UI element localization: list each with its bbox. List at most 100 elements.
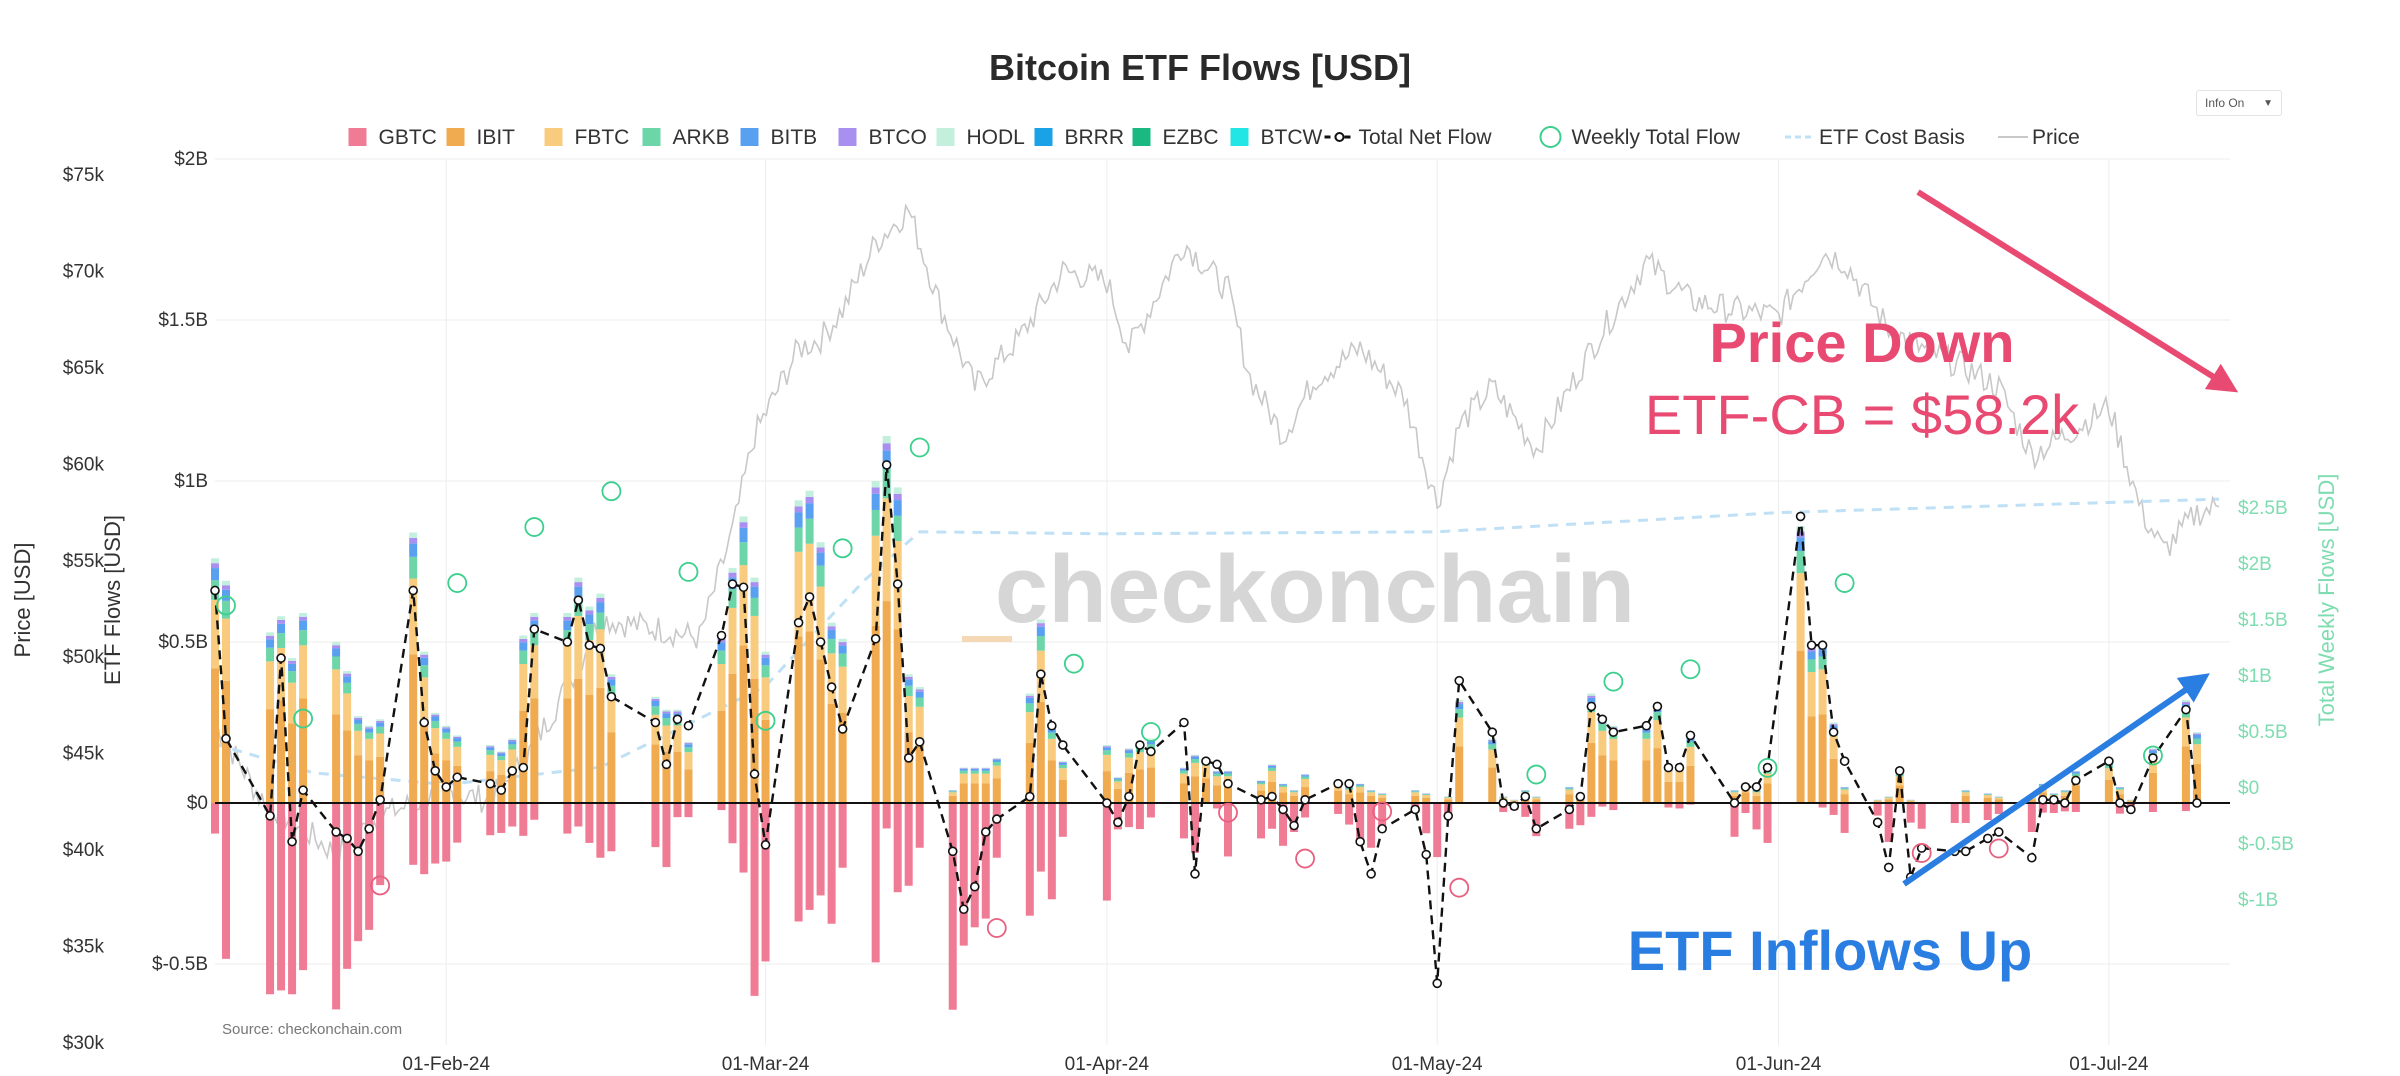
net-flow-point <box>1883 862 1894 873</box>
bar-fbtc <box>1961 792 1970 796</box>
bar-btco <box>497 752 506 754</box>
legend-swatch <box>446 128 465 146</box>
legend-swatch <box>1230 128 1249 146</box>
net-flow-point <box>804 592 815 602</box>
bar-fbtc <box>794 551 803 637</box>
bar-2024-03-11 <box>871 481 880 963</box>
bar-2024-04-08 <box>1179 767 1188 839</box>
net-flow-point <box>353 846 363 857</box>
bar-hodl <box>530 613 539 617</box>
bar-btco <box>673 711 682 714</box>
bar-arkb <box>1983 794 1992 795</box>
bar-2024-04-15 <box>1257 780 1266 839</box>
net-flow-point <box>1113 817 1123 828</box>
bar-hodl <box>376 719 385 721</box>
net-flow-point <box>738 582 749 593</box>
bar-gbtc <box>728 803 737 844</box>
net-flow-point <box>870 633 881 644</box>
bar-hodl <box>2148 748 2157 750</box>
bar-hodl <box>607 674 616 677</box>
bar-bitb <box>739 527 748 543</box>
bar-arkb <box>717 650 726 665</box>
bar-btco <box>1025 695 1034 698</box>
price-down-arrow <box>1916 189 2239 393</box>
bar-btco <box>882 443 891 451</box>
bar-gbtc <box>981 803 990 919</box>
bar-ibit <box>1179 783 1188 803</box>
bar-ibit <box>1036 702 1045 803</box>
bar-bitb <box>1367 790 1376 792</box>
bar-gbtc <box>1334 803 1343 814</box>
net-flow-point <box>265 811 275 821</box>
info-toggle-label: Info On <box>2205 96 2245 110</box>
bar-2024-03-06 <box>816 542 825 896</box>
bar-hodl <box>2181 699 2190 703</box>
bar-2024-05-16 <box>1598 716 1607 807</box>
bar-btco <box>2192 733 2201 735</box>
bar-fbtc <box>1190 762 1199 777</box>
bar-gbtc <box>1146 803 1155 818</box>
bar-btco <box>1224 771 1233 773</box>
bar-2024-02-20 <box>651 696 660 848</box>
bar-fbtc <box>1058 768 1067 780</box>
bar-btco <box>585 610 594 615</box>
net-flow-point <box>1817 640 1828 651</box>
bar-bitb <box>827 629 836 639</box>
bar-ibit <box>981 783 990 803</box>
info-toggle-button[interactable]: Info On ▼ <box>2196 90 2282 116</box>
bar-hodl <box>508 738 517 740</box>
source-note: Source: checkonchain.com <box>222 1021 402 1038</box>
net-flow-point <box>1894 765 1905 776</box>
bar-gbtc <box>332 803 341 1010</box>
net-flow-point <box>672 714 683 725</box>
bar-gbtc <box>1609 803 1618 811</box>
bar-arkb <box>1102 750 1111 755</box>
legend-swatch <box>348 128 367 146</box>
bar-2024-03-12 <box>882 435 891 829</box>
bar-fbtc <box>1257 784 1266 791</box>
bar-2024-02-26 <box>717 635 726 811</box>
bar-gbtc <box>2038 803 2047 813</box>
x-tick-label: 01-Apr-24 <box>1065 1054 1150 1075</box>
bar-bitb <box>1290 790 1299 792</box>
bar-hodl <box>1224 770 1233 772</box>
bar-bitb <box>266 639 275 648</box>
bar-gbtc <box>409 803 418 865</box>
net-flow-point <box>1058 740 1068 750</box>
bar-hodl <box>1212 770 1221 772</box>
bar-bitb <box>948 790 957 792</box>
net-flow-point <box>903 753 914 763</box>
bar-gbtc <box>1113 803 1122 830</box>
bar-bitb <box>1257 781 1266 783</box>
weekly-tick-label: $1B <box>2238 666 2272 687</box>
net-flow-point <box>419 717 430 728</box>
bar-bitb <box>486 747 495 751</box>
bar-gbtc <box>893 803 902 893</box>
bar-2024-03-05 <box>805 490 814 910</box>
bar-hodl <box>882 435 891 444</box>
bar-2024-05-13 <box>1565 786 1574 829</box>
bar-hodl <box>1113 777 1122 778</box>
bar-gbtc <box>1884 803 1893 842</box>
flow-axis-title: ETF Flows [USD] <box>100 515 125 685</box>
bar-bitb <box>805 503 814 519</box>
bar-ibit <box>2192 764 2201 803</box>
bar-2024-06-21 <box>1994 796 2003 814</box>
net-flow-point <box>1674 762 1685 773</box>
bar-2024-02-15 <box>596 593 605 858</box>
bar-gbtc <box>354 803 363 942</box>
bar-2024-05-31 <box>1763 767 1772 843</box>
bar-gbtc <box>1950 803 1959 823</box>
bar-2024-02-21 <box>662 709 671 868</box>
bar-ibit <box>288 723 297 803</box>
bar-ibit <box>992 778 1001 803</box>
bar-arkb <box>1422 794 1431 795</box>
bar-bitb <box>343 676 352 683</box>
weekly-point <box>293 708 313 729</box>
bar-bitb <box>299 620 308 631</box>
bar-2024-02-22 <box>673 709 682 818</box>
bar-fbtc <box>266 661 275 710</box>
bar-btco <box>893 493 902 501</box>
bar-arkb <box>794 527 803 552</box>
bar-ibit <box>453 765 462 803</box>
